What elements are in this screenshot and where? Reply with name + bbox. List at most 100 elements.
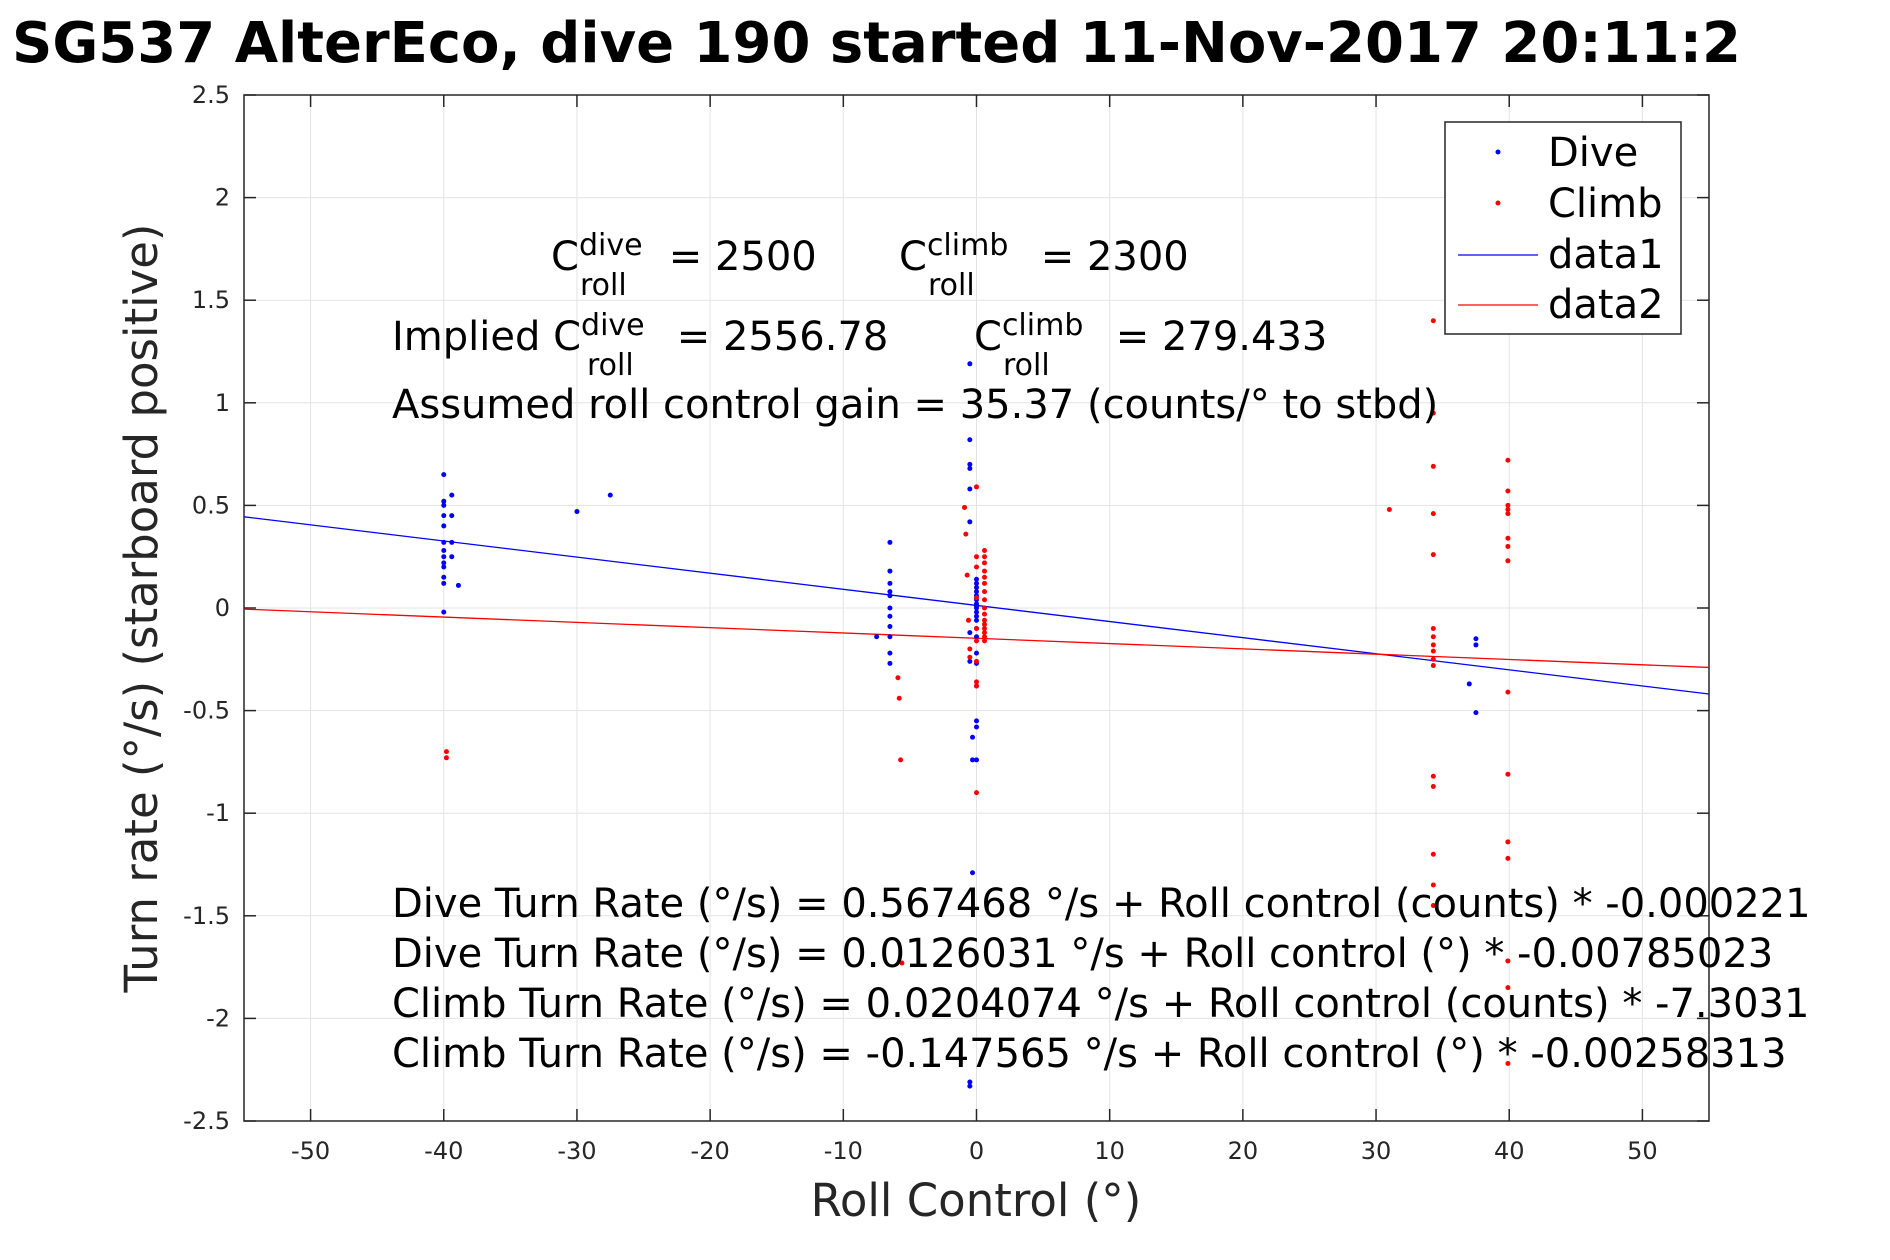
dive-point bbox=[441, 523, 447, 529]
climb-point bbox=[1505, 507, 1511, 513]
y-tick-label: -1 bbox=[206, 799, 230, 827]
dive-point bbox=[1473, 710, 1479, 716]
x-tick-label: 40 bbox=[1494, 1137, 1525, 1165]
dive-point bbox=[967, 461, 973, 467]
climb-point bbox=[1430, 634, 1436, 640]
climb-point bbox=[1430, 626, 1436, 632]
dive-point bbox=[967, 1079, 973, 1085]
climb-point bbox=[981, 621, 987, 627]
climb-point bbox=[443, 749, 449, 755]
y-tick-label: 0 bbox=[215, 594, 230, 622]
climb-point bbox=[963, 531, 969, 537]
climb-point bbox=[895, 675, 901, 681]
implied-c-roll-dive-superscript: dive bbox=[581, 308, 645, 343]
climb-point bbox=[1430, 410, 1436, 416]
climb-point bbox=[974, 658, 979, 664]
x-tick-label: 0 bbox=[969, 1137, 984, 1165]
y-tick-label: 2 bbox=[215, 184, 230, 212]
dive-point bbox=[441, 580, 447, 586]
y-tick-label: 2.5 bbox=[192, 81, 230, 109]
x-tick-label: -20 bbox=[691, 1137, 730, 1165]
dive-point bbox=[441, 498, 447, 504]
climb-point bbox=[981, 626, 987, 632]
dive-point bbox=[974, 757, 979, 763]
dive-point bbox=[449, 492, 455, 498]
legend-dive-marker bbox=[1495, 149, 1501, 155]
climb-point bbox=[1505, 771, 1511, 777]
dive-point bbox=[441, 502, 447, 508]
dive-point bbox=[1473, 636, 1479, 642]
climb-point bbox=[962, 504, 968, 510]
dive-point bbox=[887, 568, 893, 574]
c-roll-dive-value: = 2500 bbox=[656, 234, 817, 280]
implied-c-roll-climb-symbol: C bbox=[974, 314, 1002, 360]
climb-point bbox=[1505, 558, 1511, 564]
x-tick-label: 50 bbox=[1627, 1137, 1658, 1165]
climb-point bbox=[896, 695, 902, 701]
dive-point bbox=[974, 584, 979, 590]
legend: Dive Climb data1 data2 bbox=[1444, 121, 1682, 335]
implied-c-roll-climb-superscript: climb bbox=[1002, 308, 1083, 343]
climb-point bbox=[1430, 851, 1436, 857]
dive-point bbox=[1473, 642, 1479, 648]
y-tick-label: 1 bbox=[215, 389, 230, 417]
c-roll-dive-subscript: roll bbox=[580, 268, 627, 303]
dive-point bbox=[441, 560, 447, 566]
x-tick-label: 10 bbox=[1094, 1137, 1125, 1165]
climb-point bbox=[974, 790, 979, 796]
dive-point bbox=[455, 582, 461, 588]
dive-point bbox=[967, 486, 973, 492]
dive-point bbox=[887, 589, 893, 595]
c-roll-climb-value: = 2300 bbox=[1028, 234, 1189, 280]
climb-point bbox=[1505, 457, 1511, 463]
climb-point bbox=[981, 560, 987, 566]
climb-point bbox=[967, 646, 973, 652]
climb-point bbox=[443, 755, 449, 761]
dive-point bbox=[967, 465, 973, 471]
dive-point bbox=[887, 605, 893, 611]
c-roll-dive-symbol: C bbox=[551, 234, 579, 280]
climb-point bbox=[981, 548, 987, 554]
x-axis-label: Roll Control (°) bbox=[811, 1174, 1142, 1227]
x-tick-label: -30 bbox=[557, 1137, 596, 1165]
dive-point bbox=[1466, 681, 1472, 687]
implied-c-roll-dive-subscript: roll bbox=[587, 348, 634, 383]
legend-climb-marker bbox=[1495, 200, 1501, 206]
dive-point bbox=[449, 513, 455, 519]
climb-point bbox=[1430, 773, 1436, 779]
c-roll-climb-superscript: climb bbox=[927, 228, 1008, 263]
climb-point bbox=[1430, 662, 1436, 668]
roll-gain-annotation: Assumed roll control gain = 35.37 (count… bbox=[392, 382, 1438, 428]
x-tick-label: -10 bbox=[824, 1137, 863, 1165]
dive-point bbox=[970, 870, 976, 876]
climb-point bbox=[981, 574, 987, 580]
climb-point bbox=[1505, 855, 1511, 861]
implied-c-roll-prefix: Implied C bbox=[392, 314, 581, 360]
dive-point bbox=[974, 613, 979, 619]
axis-ticks: -50 -40 -30 -20 -10 0 10 20 30 40 50-2.5-2-1.5-1-0… bbox=[183, 81, 1709, 1165]
scatter-points bbox=[441, 318, 1511, 1089]
climb-point bbox=[1386, 507, 1392, 513]
y-tick-label: -0.5 bbox=[183, 697, 230, 725]
dive-point bbox=[967, 437, 973, 443]
dive-point bbox=[974, 589, 979, 595]
climb-point bbox=[967, 654, 973, 660]
dive-point bbox=[887, 613, 893, 619]
climb-point bbox=[1505, 511, 1511, 517]
dive-point bbox=[887, 660, 893, 666]
dive-point bbox=[441, 609, 447, 615]
c-roll-climb-subscript: roll bbox=[928, 268, 975, 303]
climb-point bbox=[981, 589, 987, 595]
dive-point bbox=[974, 605, 979, 611]
fit-equation-3: Climb Turn Rate (°/s) = 0.0204074 °/s + … bbox=[392, 981, 1809, 1027]
dive-point bbox=[887, 593, 893, 599]
climb-point bbox=[1430, 552, 1436, 558]
climb-point bbox=[981, 580, 987, 586]
dive-point bbox=[887, 623, 893, 629]
dive-point bbox=[449, 539, 455, 545]
climb-point bbox=[1505, 839, 1511, 845]
c-roll-climb-symbol: C bbox=[899, 234, 927, 280]
climb-point bbox=[981, 554, 987, 560]
dive-point bbox=[970, 734, 976, 740]
